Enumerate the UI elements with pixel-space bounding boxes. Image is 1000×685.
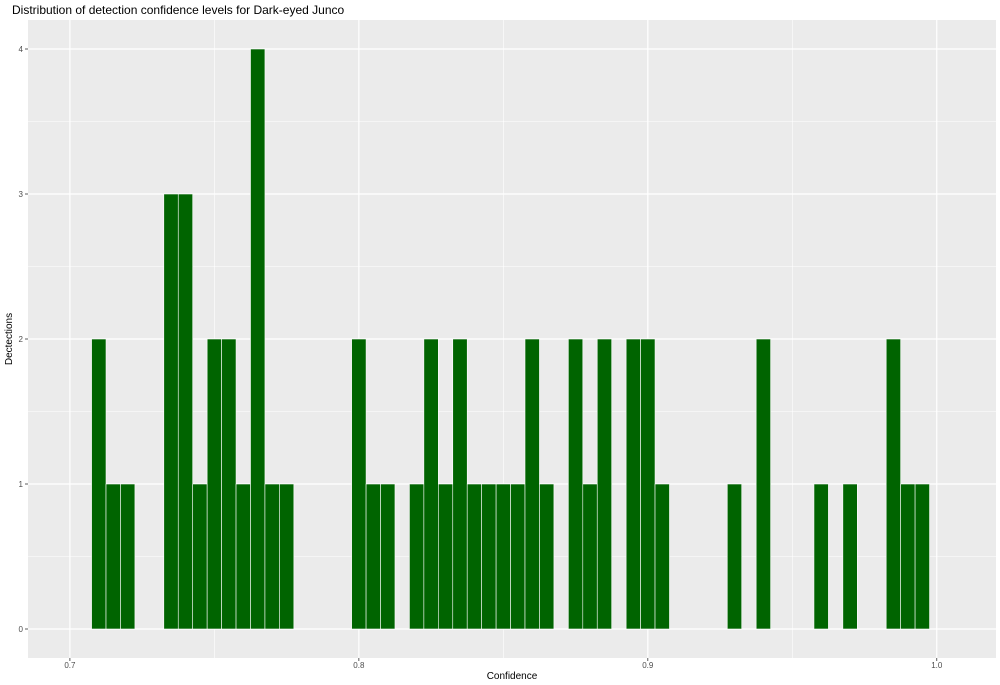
histogram-bar	[510, 483, 526, 630]
y-axis: 0 1 2 3 4	[19, 45, 28, 634]
histogram-bar	[105, 483, 121, 630]
histogram-bar	[640, 338, 656, 630]
histogram-bar	[452, 338, 468, 630]
histogram-bar	[221, 338, 237, 630]
x-tick-label: 0.7	[64, 661, 76, 670]
histogram-bar	[250, 48, 266, 630]
histogram-bar	[91, 338, 107, 630]
histogram-bar	[177, 193, 194, 630]
histogram-bar	[466, 483, 482, 630]
histogram-bar	[495, 483, 511, 630]
histogram-bar	[900, 483, 916, 630]
y-tick-label: 1	[19, 480, 24, 489]
histogram-bar	[481, 483, 497, 630]
histogram-bar	[539, 483, 555, 630]
histogram-bar	[409, 483, 425, 630]
histogram-bar	[120, 483, 136, 630]
y-tick-label: 2	[19, 335, 24, 344]
histogram-bar	[726, 483, 743, 630]
x-tick-label: 0.9	[642, 661, 654, 670]
histogram-bar	[192, 483, 208, 630]
histogram-bar	[351, 338, 367, 630]
y-tick-label: 0	[19, 625, 24, 634]
histogram-bar	[842, 483, 858, 630]
histogram-bar	[755, 338, 771, 630]
y-tick-label: 4	[19, 45, 24, 54]
histogram-bar	[813, 483, 829, 630]
histogram-bars	[91, 48, 930, 630]
histogram-bar	[279, 483, 295, 630]
histogram-bar	[914, 483, 930, 630]
histogram-bar	[438, 483, 454, 630]
histogram-bar	[380, 483, 396, 630]
histogram-bar	[524, 338, 540, 630]
chart-title: Distribution of detection confidence lev…	[12, 3, 345, 17]
histogram-bar	[582, 483, 598, 630]
histogram-bar	[568, 338, 584, 630]
histogram-bar	[885, 338, 901, 630]
histogram-bar	[423, 338, 439, 630]
y-tick-label: 3	[19, 190, 24, 199]
histogram-bar	[206, 338, 222, 630]
histogram-bar	[264, 483, 280, 630]
histogram-bar	[596, 338, 612, 630]
x-axis-title: Confidence	[487, 671, 538, 682]
histogram-bar	[235, 483, 251, 630]
y-axis-title: Dectections	[4, 313, 15, 365]
x-axis: 0.7 0.8 0.9 1.0	[64, 658, 943, 670]
histogram-bar	[625, 338, 641, 630]
histogram-bar	[365, 483, 381, 630]
x-tick-label: 0.8	[353, 661, 365, 670]
x-tick-label: 1.0	[931, 661, 943, 670]
histogram-bar	[654, 483, 670, 630]
histogram-bar	[163, 193, 179, 630]
